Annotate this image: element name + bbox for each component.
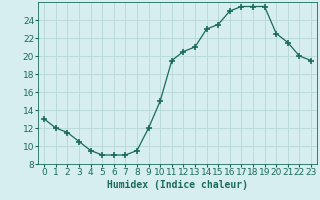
X-axis label: Humidex (Indice chaleur): Humidex (Indice chaleur) (107, 180, 248, 190)
